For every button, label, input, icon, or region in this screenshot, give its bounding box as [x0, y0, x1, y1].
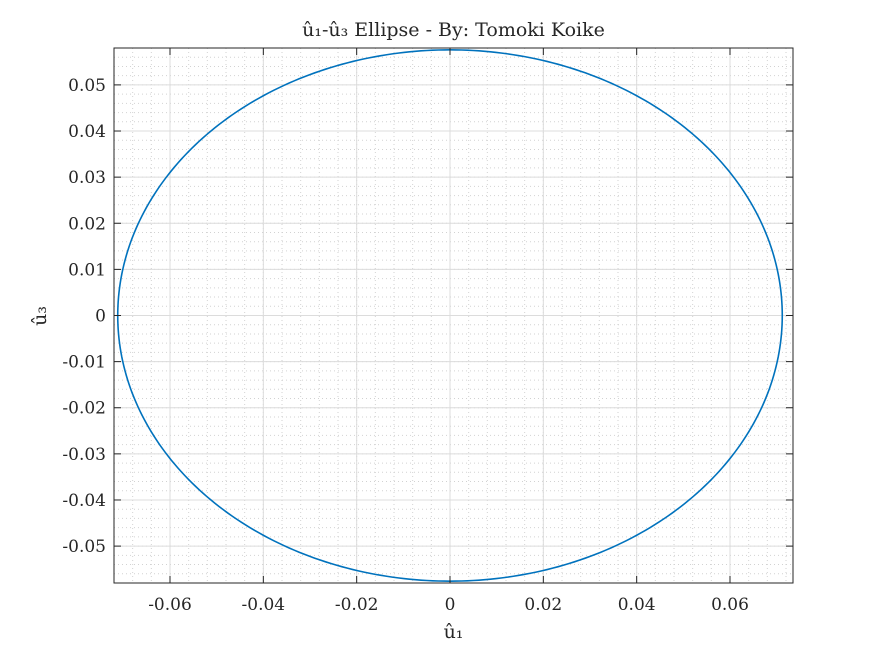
y-tick-label: 0.02	[68, 214, 106, 234]
y-tick-label: -0.03	[62, 445, 106, 465]
y-tick-label: 0.01	[68, 260, 106, 280]
y-tick-label: -0.01	[62, 353, 106, 373]
y-axis-ticks: 0.05 0.04 0.03 0.02 0.01 0 -0.01 -0.02 -0.03 -0.0…	[62, 76, 793, 557]
x-tick-label: 0.02	[524, 595, 562, 615]
y-tick-label: 0.03	[68, 168, 106, 188]
x-tick-label: -0.06	[148, 595, 192, 615]
x-tick-label: -0.04	[242, 595, 286, 615]
y-tick-label: 0.04	[68, 122, 106, 142]
y-axis-label: û₃	[29, 306, 51, 326]
x-tick-label: 0	[445, 595, 456, 615]
x-axis-label: û₁	[444, 621, 464, 643]
chart-title: û₁-û₃ Ellipse - By: Tomoki Koike	[302, 19, 605, 41]
y-tick-label: 0	[95, 307, 106, 327]
y-tick-label: 0.05	[68, 76, 106, 96]
y-tick-label: -0.05	[62, 537, 106, 557]
y-tick-label: -0.04	[62, 491, 106, 511]
x-axis-ticks: -0.06 -0.04 -0.02 0 0.02 0.04 0.06	[148, 48, 749, 615]
x-tick-label: 0.06	[711, 595, 749, 615]
major-grid	[114, 48, 793, 583]
x-tick-label: -0.02	[335, 595, 379, 615]
x-tick-label: 0.04	[618, 595, 656, 615]
y-tick-label: -0.02	[62, 399, 106, 419]
